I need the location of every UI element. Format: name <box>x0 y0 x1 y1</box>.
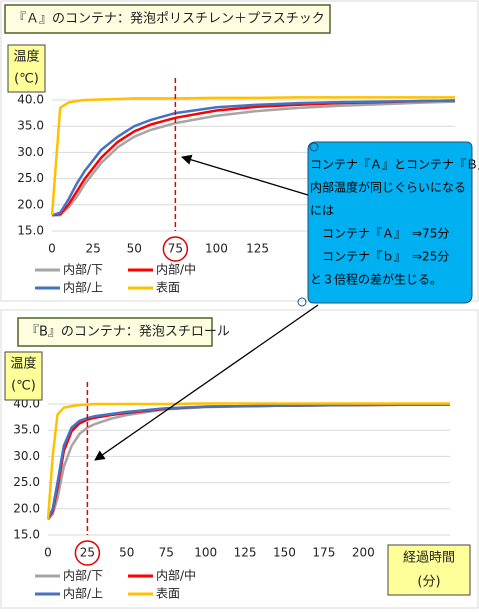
series-line <box>46 402 450 520</box>
y-axis-label: (℃) <box>11 379 36 394</box>
callout-text: には <box>310 204 334 218</box>
x-tick-label: 25 <box>80 546 95 560</box>
callout-text: コンテナ『Ａ』 ⇒75分 <box>310 227 449 241</box>
series-line <box>52 100 456 217</box>
x-tick-label: 75 <box>159 546 174 560</box>
y-label-box <box>4 351 43 401</box>
y-axis-label: 温度 <box>10 356 36 372</box>
x-tick-label: 0 <box>44 546 52 560</box>
legend-label: 内部/上 <box>63 586 103 601</box>
y-axis-label: 温度 <box>13 49 39 65</box>
legend-label: 内部/下 <box>63 262 103 277</box>
callout-curl <box>309 142 319 152</box>
y-tick-label: 35.0 <box>17 119 44 133</box>
y-tick-label: 30.0 <box>13 449 40 463</box>
legend-label: 内部/上 <box>63 280 103 295</box>
legend-label: 内部/中 <box>156 262 196 277</box>
y-tick-label: 15.0 <box>13 528 40 542</box>
x-axis-label: (分) <box>417 575 440 590</box>
legend-label: 表面 <box>156 587 180 601</box>
x-tick-label: 150 <box>273 546 296 560</box>
legend-label: 表面 <box>156 281 180 295</box>
x-tick-label: 175 <box>312 546 335 560</box>
arrow <box>94 304 319 461</box>
callout-text: 内部温度が同じぐらいになる <box>310 180 466 195</box>
callout-box <box>307 141 473 304</box>
callout-curl <box>297 297 307 307</box>
title-box <box>17 317 213 347</box>
chart-title: 『B』のコンテナ：発泡スチロール <box>26 325 230 340</box>
title-box <box>4 4 331 34</box>
x-tick-label: 200 <box>352 546 375 560</box>
x-tick-label: 100 <box>194 546 217 560</box>
y-axis-label: (℃) <box>14 72 39 87</box>
chart-title: 『Ａ』のコンテナ：発泡ポリスチレン＋プラスチック <box>13 12 325 27</box>
y-tick-label: 25.0 <box>17 171 44 185</box>
callout-text: コンテナ『Ａ』とコンテナ『Ｂ』の <box>310 158 479 172</box>
legend-label: 内部/中 <box>156 568 196 583</box>
x-tick-label: 50 <box>119 546 134 560</box>
x-tick-label: 125 <box>234 546 257 560</box>
x-tick-label: 0 <box>48 242 56 256</box>
series-line <box>50 96 455 216</box>
series-line <box>46 403 451 520</box>
series-line <box>51 99 456 217</box>
x-label-box <box>387 544 471 596</box>
y-tick-label: 25.0 <box>13 475 40 489</box>
x-tick-label: 25 <box>85 242 100 256</box>
highlight-circle <box>74 540 101 566</box>
y-tick-label: 20.0 <box>13 501 40 515</box>
y-tick-label: 30.0 <box>17 145 44 159</box>
y-tick-label: 35.0 <box>13 423 40 437</box>
legend-label: 内部/下 <box>63 568 103 583</box>
highlight-circle <box>162 236 189 262</box>
y-tick-label: 15.0 <box>17 224 44 238</box>
y-label-box <box>7 44 46 93</box>
callout-text: コンテナ『ｂ』 ⇒25分 <box>310 250 449 264</box>
y-tick-label: 20.0 <box>17 197 44 211</box>
x-axis-label: 経過時間 <box>403 551 455 566</box>
x-tick-label: 100 <box>205 242 228 256</box>
x-tick-label: 75 <box>168 242 183 256</box>
callout-text: と３倍程の差が生じる。 <box>310 272 442 287</box>
y-tick-label: 40.0 <box>17 93 44 107</box>
x-tick-label: 125 <box>246 242 269 256</box>
arrow <box>181 154 309 196</box>
x-tick-label: 50 <box>127 242 142 256</box>
